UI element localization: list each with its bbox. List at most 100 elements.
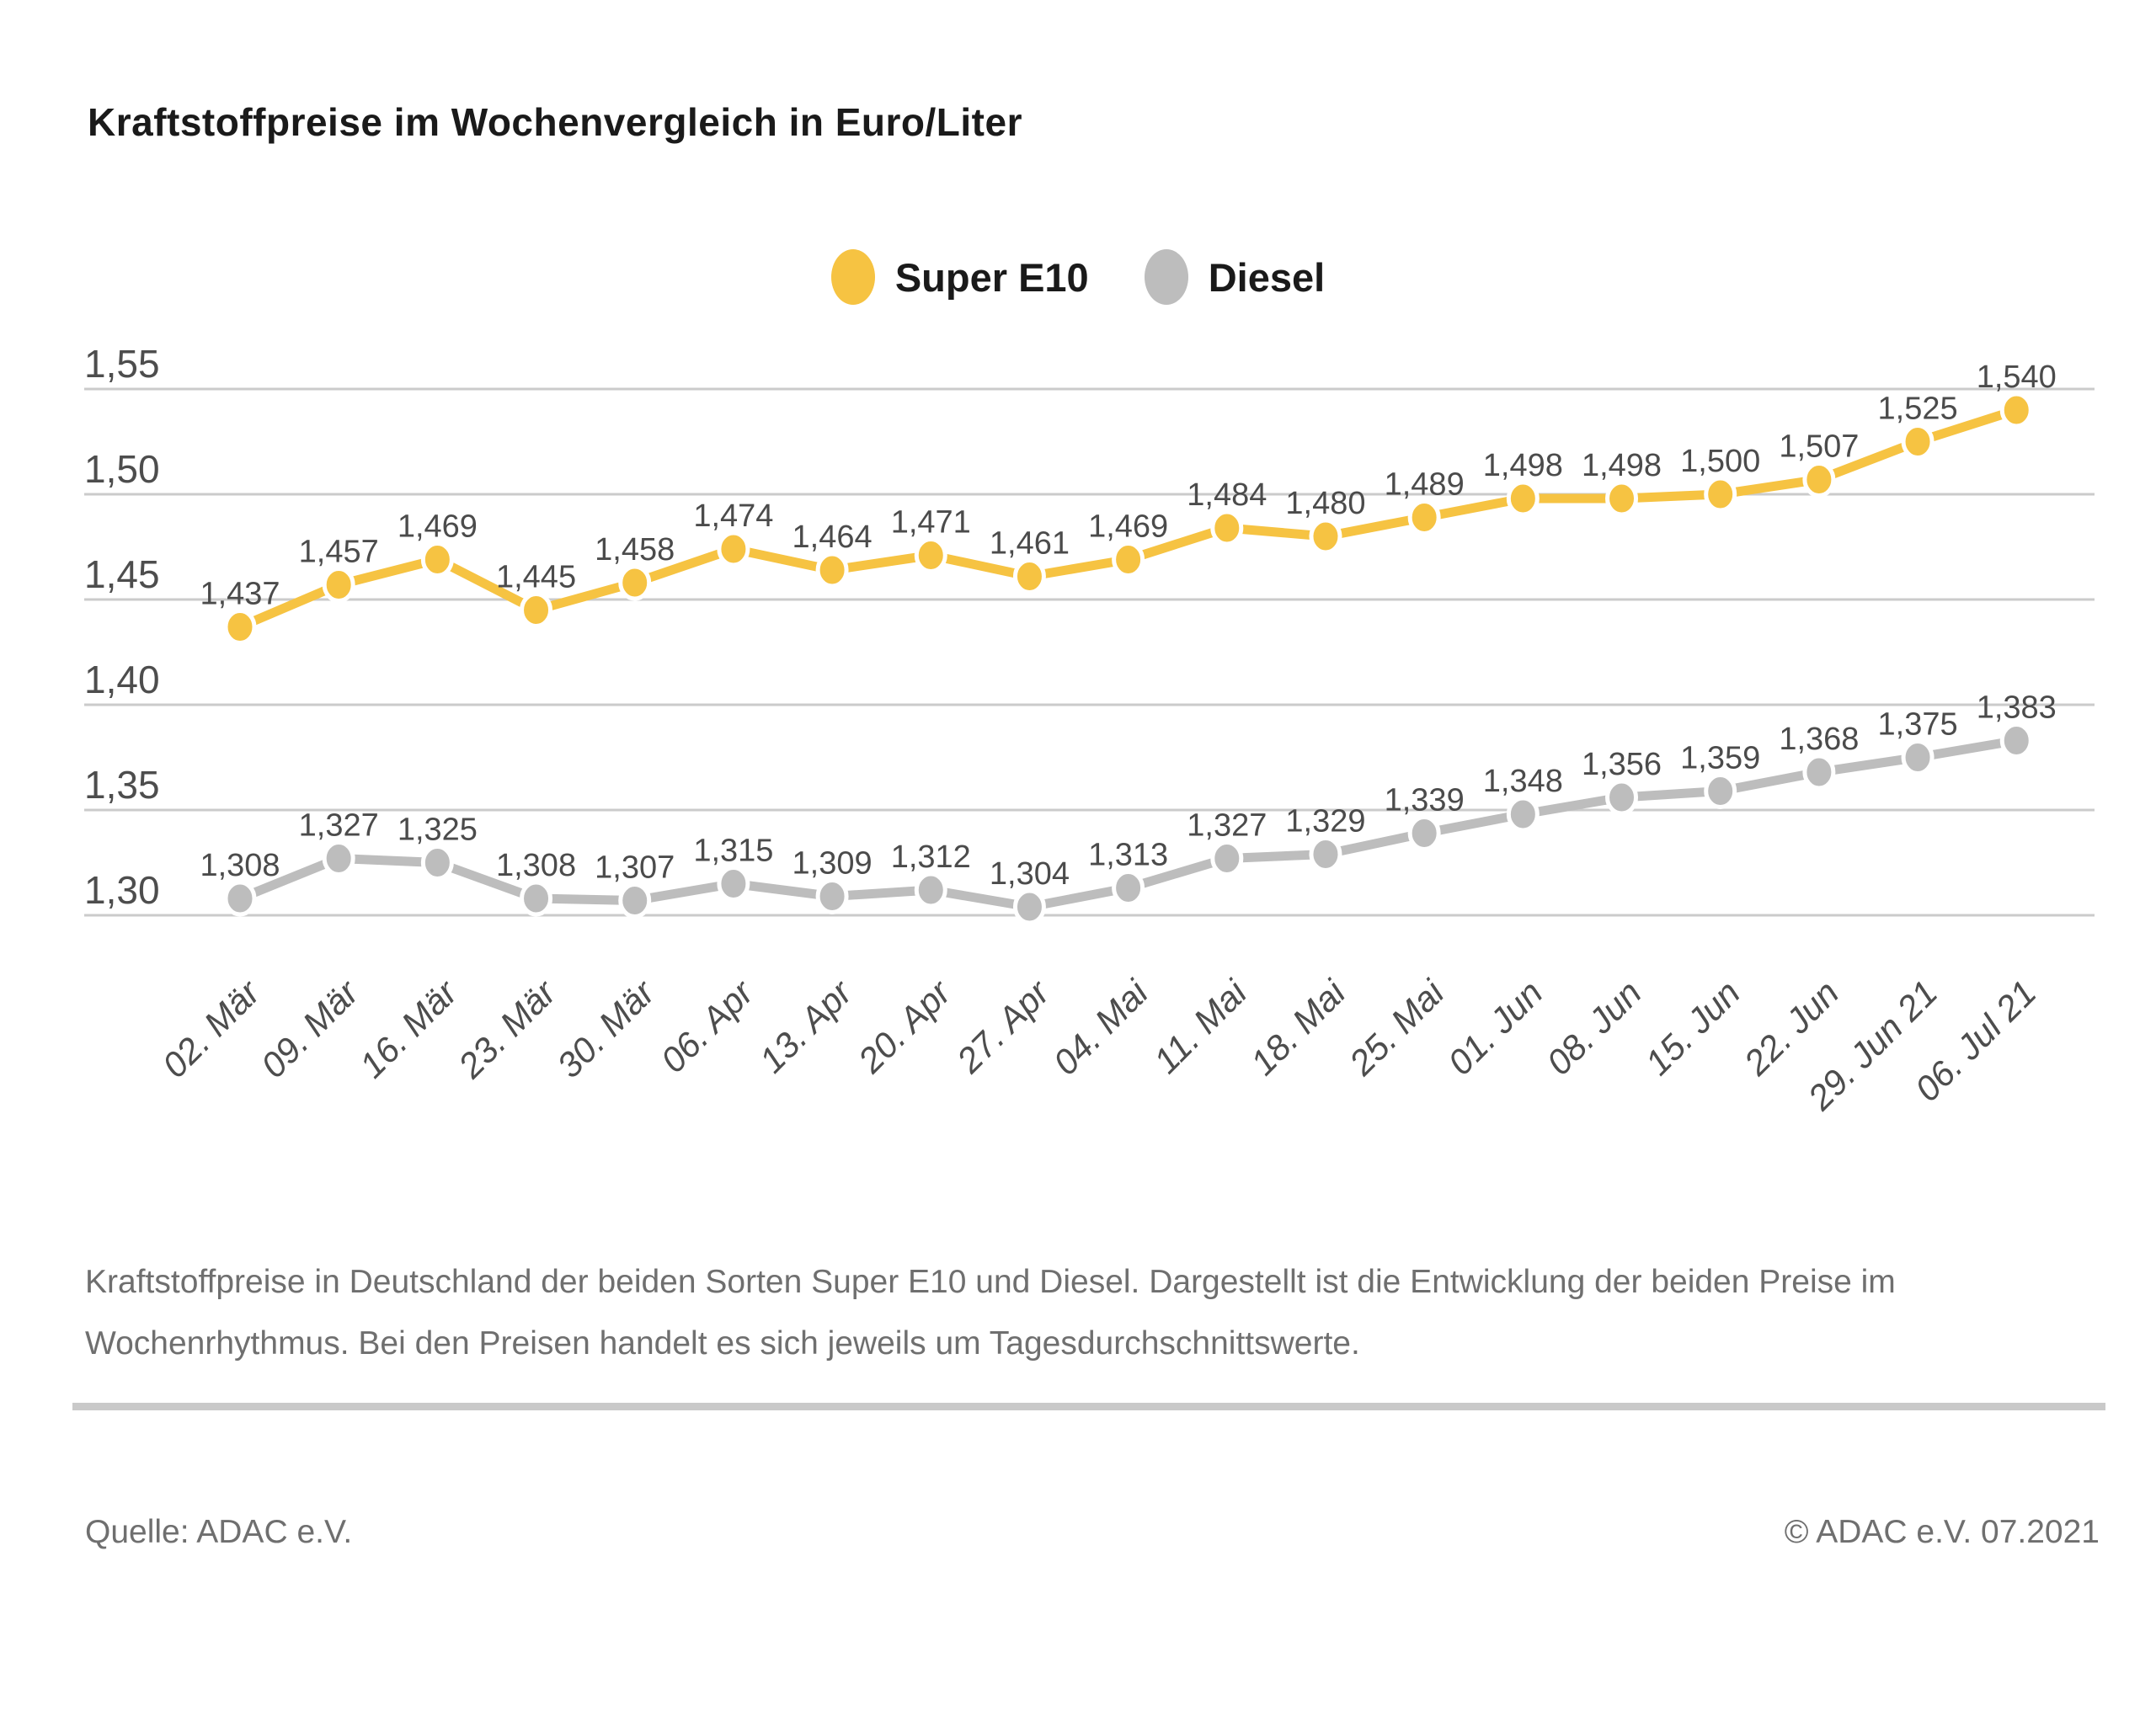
- chart-legend: Super E10 Diesel: [0, 249, 2156, 305]
- divider-line: [72, 1403, 2105, 1410]
- super-e10-value-label: 1,500: [1680, 444, 1760, 479]
- x-axis-label: 30. Mär: [549, 972, 663, 1085]
- copyright-text: © ADAC e.V. 07.2021: [1784, 1514, 2100, 1550]
- diesel-point: [1407, 815, 1441, 851]
- diesel-point: [1605, 779, 1639, 816]
- super-e10-value-label: 1,498: [1483, 448, 1563, 483]
- diesel-point: [1901, 739, 1935, 775]
- super-e10-value-label: 1,458: [595, 532, 675, 568]
- super-e10-point: [1901, 424, 1935, 460]
- diesel-value-label: 1,348: [1483, 764, 1563, 799]
- super-e10-value-label: 1,489: [1385, 467, 1465, 503]
- super-e10-value-label: 1,498: [1582, 448, 1662, 483]
- diesel-value-label: 1,368: [1779, 722, 1859, 757]
- diesel-point: [223, 880, 257, 917]
- diesel-point: [1112, 870, 1145, 906]
- diesel-point: [420, 845, 454, 881]
- footer: Quelle: ADAC e.V. © ADAC e.V. 07.2021: [85, 1514, 2100, 1551]
- x-axis-label: 18. Mai: [1243, 972, 1354, 1083]
- diesel-dot-icon: [1144, 249, 1188, 305]
- diesel-value-label: 1,308: [496, 848, 576, 883]
- page-title: Kraftstoffpreise im Wochenvergleich in E…: [88, 100, 1022, 144]
- diesel-point: [1012, 888, 1046, 925]
- super-e10-point: [1506, 480, 1540, 517]
- super-e10-point: [1309, 518, 1342, 555]
- diesel-point: [815, 878, 849, 914]
- y-axis-tick-label: 1,35: [84, 763, 160, 807]
- chart-description: Kraftstoffpreise in Deutschland der beid…: [85, 1251, 1896, 1374]
- super-e10-value-label: 1,525: [1878, 392, 1958, 427]
- x-axis-label: 23. Mär: [450, 972, 564, 1086]
- legend-label-super-e10: Super E10: [894, 254, 1089, 300]
- description-line-2: Wochenrhythmus. Bei den Preisen handelt …: [85, 1325, 1360, 1362]
- diesel-point: [1210, 840, 1244, 877]
- super-e10-point: [914, 537, 947, 573]
- x-axis-label: 15. Jun: [1637, 973, 1748, 1083]
- super-e10-point: [223, 609, 257, 645]
- diesel-value-label: 1,339: [1385, 783, 1465, 818]
- super-e10-point: [1999, 392, 2033, 429]
- legend-label-diesel: Diesel: [1208, 254, 1326, 300]
- diesel-value-label: 1,307: [595, 850, 675, 886]
- x-axis-label: 13. Apr: [752, 972, 861, 1080]
- diesel-point: [1309, 836, 1342, 872]
- super-e10-point: [322, 567, 355, 603]
- diesel-value-label: 1,327: [299, 808, 379, 844]
- super-e10-value-label: 1,445: [496, 560, 576, 595]
- diesel-value-label: 1,325: [398, 813, 478, 848]
- y-axis-tick-label: 1,45: [84, 552, 160, 596]
- super-e10-value-label: 1,480: [1285, 486, 1365, 521]
- diesel-value-label: 1,359: [1680, 741, 1760, 776]
- super-e10-point: [520, 592, 553, 628]
- diesel-value-label: 1,356: [1582, 747, 1662, 782]
- super-e10-value-label: 1,437: [200, 577, 280, 612]
- diesel-value-label: 1,329: [1285, 804, 1365, 839]
- diesel-value-label: 1,309: [792, 846, 873, 882]
- x-axis-label: 27. Apr: [948, 972, 1058, 1081]
- x-axis-label: 25. Mai: [1341, 972, 1453, 1084]
- diesel-value-label: 1,312: [891, 839, 971, 875]
- legend-item-super-e10: Super E10: [830, 249, 1089, 305]
- x-axis-label: 01. Jun: [1440, 973, 1550, 1083]
- diesel-point: [1506, 796, 1540, 833]
- super-e10-value-label: 1,464: [792, 520, 873, 555]
- diesel-point: [618, 882, 652, 919]
- diesel-value-label: 1,375: [1878, 707, 1958, 743]
- super-e10-point: [1012, 558, 1046, 594]
- x-axis-label: 09. Mär: [253, 972, 367, 1085]
- legend-item-diesel: Diesel: [1144, 249, 1326, 305]
- super-e10-value-label: 1,469: [398, 509, 478, 545]
- x-axis-label: 04. Mai: [1045, 972, 1156, 1083]
- super-e10-value-label: 1,461: [990, 526, 1070, 562]
- y-axis-tick-label: 1,30: [84, 868, 160, 912]
- super-e10-point: [1112, 541, 1145, 578]
- x-axis-label: 20. Apr: [850, 972, 959, 1081]
- line-chart: 1,55 1,50 1,45 1,40 1,35 1,30 1,437 1,457 1,469 1…: [84, 342, 2095, 1118]
- diesel-value-label: 1,308: [200, 848, 280, 883]
- super-e10-point: [815, 552, 849, 589]
- x-axis-label: 16. Mär: [352, 972, 466, 1085]
- description-line-1: Kraftstoffpreise in Deutschland der beid…: [85, 1264, 1896, 1300]
- diesel-value-label: 1,315: [693, 834, 773, 869]
- y-axis-tick-label: 1,55: [84, 342, 160, 386]
- super-e10-point: [1605, 480, 1639, 517]
- super-e10-point: [420, 541, 454, 578]
- diesel-value-label: 1,313: [1088, 838, 1168, 873]
- super-e10-value-label: 1,457: [299, 535, 379, 570]
- super-e10-value-label: 1,507: [1779, 429, 1859, 465]
- super-e10-value-label: 1,471: [891, 505, 971, 541]
- diesel-value-label: 1,327: [1187, 808, 1267, 844]
- diesel-value-label: 1,383: [1977, 690, 2057, 726]
- super-e10-point: [618, 564, 652, 601]
- diesel-point: [914, 871, 947, 909]
- diesel-point: [1704, 773, 1737, 809]
- x-axis-label: 06. Apr: [653, 972, 761, 1080]
- super-e10-value-label: 1,484: [1187, 477, 1267, 513]
- super-e10-value-label: 1,474: [693, 498, 773, 534]
- super-e10-point: [1407, 499, 1441, 536]
- super-e10-value-label: 1,540: [1977, 360, 2057, 395]
- diesel-point: [1999, 722, 2033, 759]
- diesel-point: [717, 866, 750, 902]
- diesel-value-label: 1,304: [990, 856, 1070, 892]
